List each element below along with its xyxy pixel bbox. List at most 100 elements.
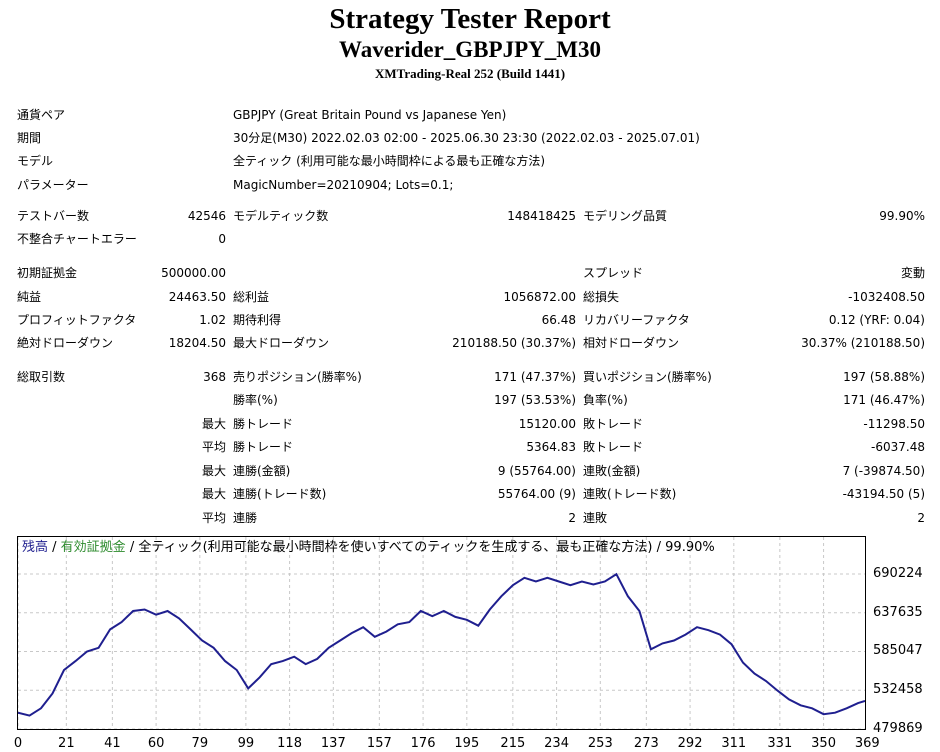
largest-loss-value: -11298.50 — [863, 417, 925, 431]
short-value: 171 (47.37%) — [494, 370, 576, 384]
avg-loss-value: -6037.48 — [871, 440, 925, 454]
x-tick-label: 41 — [104, 736, 121, 751]
bars-label: テストバー数 — [17, 209, 90, 223]
maxdd-label: 最大ドローダウン — [233, 336, 330, 350]
ticks-label: モデルティック数 — [233, 209, 329, 223]
x-tick-label: 215 — [500, 736, 526, 751]
avg-win-label: 勝トレード — [233, 440, 294, 454]
largest-loss-label: 敗トレード — [583, 417, 644, 431]
avg-prefix-1: 平均 — [201, 440, 226, 454]
avg-win-value: 5364.83 — [526, 440, 576, 454]
legend-equity: 有効証拠金 — [60, 540, 126, 555]
trades-label: 総取引数 — [17, 370, 66, 384]
cw-cnt-value: 55764.00 (9) — [497, 487, 576, 501]
quality-label: モデリング品質 — [583, 209, 668, 223]
largest-win-value: 15120.00 — [518, 417, 576, 431]
legend-quality: 99.90% — [665, 540, 715, 555]
winpct-value: 197 (53.53%) — [494, 393, 576, 407]
balance-chart — [17, 537, 868, 730]
symbol-value: GBPJPY (Great Britain Pound vs Japanese … — [233, 108, 507, 122]
cw-amt-label: 連勝(金額) — [233, 464, 291, 478]
balance-line — [17, 572, 866, 717]
cl-cnt-value: -43194.50 (5) — [842, 487, 925, 501]
x-tick-label: 157 — [366, 736, 392, 751]
deposit-value: 500000.00 — [161, 266, 226, 280]
max-prefix-3: 最大 — [201, 487, 226, 501]
y-tick-label: 637635 — [873, 604, 923, 620]
symbol-label: 通貨ペア — [17, 108, 66, 122]
netprofit-label: 純益 — [17, 290, 42, 304]
x-tick-label: 21 — [58, 736, 75, 751]
absdd-label: 絶対ドローダウン — [17, 336, 114, 350]
x-tick-label: 99 — [237, 736, 255, 751]
grossloss-value: -1032408.50 — [848, 290, 925, 304]
x-tick-label: 350 — [811, 736, 836, 751]
avg-cl-label: 連敗 — [583, 511, 608, 525]
spread-label: スプレッド — [583, 266, 644, 280]
legend-balance: 残高 — [22, 540, 49, 555]
report-title: Strategy Tester Report — [329, 3, 611, 35]
avg-cw-value: 2 — [568, 511, 576, 525]
balance-chart-frame — [17, 536, 868, 730]
deposit-label: 初期証拠金 — [17, 266, 78, 280]
short-label: 売りポジション(勝率%) — [233, 370, 362, 384]
y-tick-label: 690224 — [873, 565, 923, 581]
grossloss-label: 総損失 — [583, 290, 620, 304]
params-label: パラメーター — [17, 178, 89, 192]
cl-amt-label: 連敗(金額) — [583, 464, 641, 478]
quality-value: 99.90% — [879, 209, 925, 223]
params-value: MagicNumber=20210904; Lots=0.1; — [233, 178, 454, 192]
model-value: 全ティック (利用可能な最小時間枠による最も正確な方法) — [233, 154, 546, 168]
y-tick-label: 479869 — [873, 721, 923, 736]
pf-value: 1.02 — [199, 313, 226, 327]
avg-cw-label: 連勝 — [233, 511, 258, 525]
cw-cnt-label: 連勝(トレード数) — [233, 487, 327, 501]
mismatch-label: 不整合チャートエラー — [17, 232, 137, 246]
winpct-label: 勝率(%) — [233, 393, 278, 407]
x-tick-label: 273 — [633, 736, 659, 751]
avg-loss-label: 敗トレード — [583, 440, 644, 454]
trades-value: 368 — [203, 370, 226, 384]
pf-label: プロフィットファクタ — [17, 313, 137, 327]
y-tick-label: 585047 — [873, 643, 923, 659]
legend-sep-1: / — [48, 540, 61, 555]
legend-model: 全ティック(利用可能な最小時間枠を使いすべてのティックを生成する、最も正確な方法… — [138, 540, 653, 555]
x-tick-label: 292 — [677, 736, 703, 751]
x-tick-label: 311 — [721, 736, 747, 751]
grossprofit-label: 総利益 — [233, 290, 270, 304]
ea-name: Waverider_GBPJPY_M30 — [339, 37, 601, 62]
max-prefix-1: 最大 — [201, 417, 226, 431]
cw-amt-value: 9 (55764.00) — [497, 464, 576, 478]
netprofit-value: 24463.50 — [168, 290, 226, 304]
avg-prefix-2: 平均 — [201, 511, 226, 525]
model-label: モデル — [17, 154, 54, 168]
avg-cl-value: 2 — [917, 511, 925, 525]
period-label: 期間 — [17, 131, 42, 145]
ticks-value: 148418425 — [507, 209, 576, 223]
mismatch-value: 0 — [218, 232, 226, 246]
payoff-label: 期待利得 — [233, 313, 282, 327]
x-tick-label: 118 — [277, 736, 302, 751]
long-value: 197 (58.88%) — [843, 370, 925, 384]
reldd-value: 30.37% (210188.50) — [801, 336, 925, 350]
period-value: 30分足(M30) 2022.02.03 02:00 - 2025.06.30 … — [233, 131, 700, 145]
legend-sep-2: / — [125, 540, 139, 555]
y-tick-label: 532458 — [873, 682, 923, 698]
recovery-label: リカバリーファクタ — [583, 313, 690, 327]
payoff-value: 66.48 — [541, 313, 576, 327]
x-tick-label: 331 — [767, 736, 793, 751]
long-label: 買いポジション(勝率%) — [583, 370, 712, 384]
cl-cnt-label: 連敗(トレード数) — [583, 487, 677, 501]
absdd-value: 18204.50 — [168, 336, 226, 350]
x-tick-label: 195 — [454, 736, 480, 751]
max-prefix-2: 最大 — [201, 464, 226, 478]
x-tick-label: 369 — [854, 736, 880, 751]
x-tick-label: 253 — [587, 736, 613, 751]
chart-legend: 残高 / 有効証拠金 / 全ティック(利用可能な最小時間枠を使いすべてのティック… — [22, 540, 715, 556]
x-tick-label: 176 — [410, 736, 436, 751]
x-tick-label: 0 — [13, 736, 23, 751]
x-tick-label: 79 — [191, 736, 209, 751]
spread-value: 変動 — [900, 266, 925, 280]
maxdd-value: 210188.50 (30.37%) — [452, 336, 576, 350]
x-tick-label: 137 — [320, 736, 346, 751]
